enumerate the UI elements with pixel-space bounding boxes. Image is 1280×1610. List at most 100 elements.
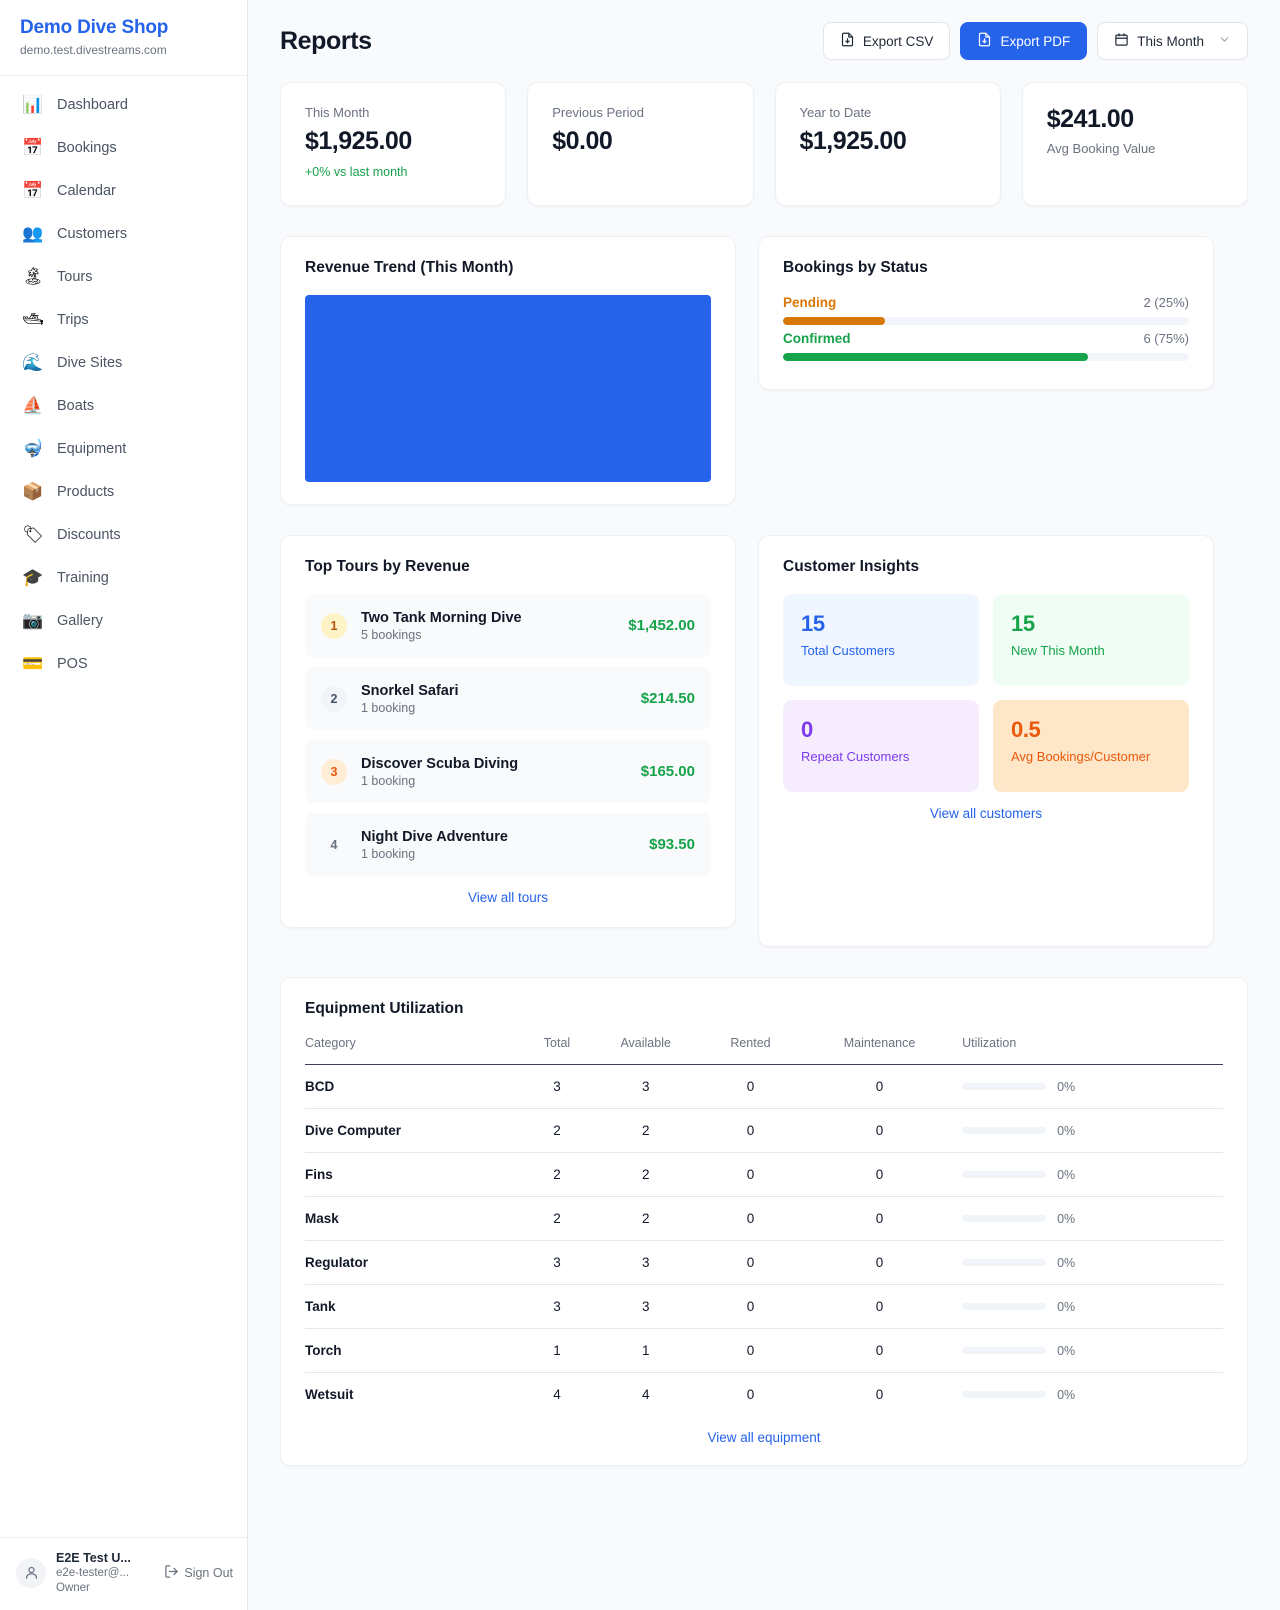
insight-value: 0.5 bbox=[1011, 717, 1041, 742]
insight-label: Repeat Customers bbox=[801, 749, 910, 764]
cell-maintenance: 0 bbox=[796, 1372, 963, 1416]
cell-category: Wetsuit bbox=[305, 1372, 527, 1416]
utilization-percent: 0% bbox=[1057, 1343, 1076, 1358]
insight-value: 15 bbox=[801, 611, 825, 636]
sidebar-item-customers[interactable]: 👥 Customers bbox=[0, 213, 247, 256]
brand-block: Demo Dive Shop demo.test.divestreams.com bbox=[0, 0, 247, 76]
table-row: Wetsuit 4 4 0 0 0% bbox=[305, 1372, 1223, 1416]
cell-available: 4 bbox=[587, 1372, 704, 1416]
package-icon: 📦 bbox=[22, 481, 44, 502]
sidebar-item-label: Equipment bbox=[57, 441, 127, 458]
sidebar-item-boats[interactable]: ⛵ Boats bbox=[0, 385, 247, 428]
island-icon: 🏝 bbox=[22, 266, 44, 287]
revenue-trend-title: Revenue Trend (This Month) bbox=[305, 259, 514, 276]
sidebar-item-gallery[interactable]: 📷 Gallery bbox=[0, 600, 247, 643]
insight-value: 15 bbox=[1011, 611, 1035, 636]
sidebar-item-dive-sites[interactable]: 🌊 Dive Sites bbox=[0, 342, 247, 385]
column-header: Available bbox=[620, 1036, 671, 1050]
insight-tile: 0 Repeat Customers bbox=[783, 700, 979, 792]
equipment-table: Category Total Available Rented Maintenance U… bbox=[305, 1036, 1223, 1416]
file-download-icon bbox=[840, 32, 855, 50]
utilization-track bbox=[962, 1259, 1047, 1266]
tour-row[interactable]: 2 Snorkel Safari 1 booking $214.50 bbox=[305, 667, 711, 730]
insight-label: Total Customers bbox=[801, 643, 895, 658]
sidebar-item-label: Calendar bbox=[57, 183, 116, 200]
cell-total: 1 bbox=[526, 1328, 588, 1373]
sidebar-item-equipment[interactable]: 🤿 Equipment bbox=[0, 428, 247, 471]
sign-out-button[interactable]: Sign Out bbox=[164, 1564, 233, 1582]
cell-utilization: 0% bbox=[962, 1108, 1223, 1153]
sidebar-item-dashboard[interactable]: 📊 Dashboard bbox=[0, 84, 247, 127]
customer-insights-title: Customer Insights bbox=[783, 558, 920, 575]
cell-maintenance: 0 bbox=[796, 1108, 963, 1153]
sidebar-item-pos[interactable]: 💳 POS bbox=[0, 643, 247, 686]
stat-value: $1,925.00 bbox=[305, 127, 412, 155]
tag-icon: 🏷 bbox=[22, 524, 44, 545]
sidebar-item-label: Products bbox=[57, 484, 115, 501]
stat-card: Year to Date $1,925.00 bbox=[774, 82, 1001, 206]
utilization-percent: 0% bbox=[1057, 1211, 1076, 1226]
sidebar-item-label: Boats bbox=[57, 398, 95, 415]
sidebar-item-calendar[interactable]: 📅 Calendar bbox=[0, 170, 247, 213]
sidebar-item-label: Discounts bbox=[57, 527, 121, 544]
cell-total: 2 bbox=[526, 1108, 588, 1153]
sign-out-label: Sign Out bbox=[184, 1565, 233, 1580]
cell-utilization: 0% bbox=[962, 1372, 1223, 1416]
cell-category: Torch bbox=[305, 1328, 527, 1373]
status-progress-track bbox=[783, 353, 1189, 361]
user-role: Owner bbox=[56, 1582, 90, 1595]
column-header: Maintenance bbox=[843, 1036, 916, 1050]
export-csv-button[interactable]: Export CSV bbox=[822, 22, 951, 60]
view-all-equipment-link[interactable]: View all equipment bbox=[707, 1430, 821, 1445]
sidebar-item-bookings[interactable]: 📅 Bookings bbox=[0, 127, 247, 170]
cell-category: Dive Computer bbox=[305, 1108, 527, 1153]
panels-row-2: Top Tours by Revenue 1 Two Tank Morning D… bbox=[280, 535, 1248, 947]
view-all-customers-link[interactable]: View all customers bbox=[929, 806, 1043, 821]
utilization-track bbox=[962, 1127, 1047, 1134]
cell-available: 2 bbox=[587, 1108, 704, 1153]
cell-category: Regulator bbox=[305, 1240, 527, 1285]
insight-value: 0 bbox=[801, 717, 813, 742]
export-pdf-button[interactable]: Export PDF bbox=[960, 22, 1088, 60]
tour-bookings: 1 booking bbox=[361, 846, 416, 861]
cell-available: 2 bbox=[587, 1152, 704, 1197]
sidebar-item-training[interactable]: 🎓 Training bbox=[0, 557, 247, 600]
page-title: Reports bbox=[280, 26, 372, 55]
cell-total: 3 bbox=[526, 1240, 588, 1285]
cell-available: 3 bbox=[587, 1064, 704, 1109]
tour-bookings: 1 booking bbox=[361, 773, 416, 788]
logout-icon bbox=[164, 1564, 179, 1582]
people-icon: 👥 bbox=[22, 223, 44, 244]
sidebar-item-label: Gallery bbox=[57, 613, 103, 630]
cell-utilization: 0% bbox=[962, 1196, 1223, 1241]
period-select[interactable]: This Month bbox=[1097, 22, 1248, 60]
tours-list: 1 Two Tank Morning Dive 5 bookings $1,452.0… bbox=[305, 594, 711, 876]
calendar-icon bbox=[1114, 32, 1129, 50]
sidebar-item-discounts[interactable]: 🏷 Discounts bbox=[0, 514, 247, 557]
sidebar-item-products[interactable]: 📦 Products bbox=[0, 471, 247, 514]
sidebar-item-tours[interactable]: 🏝 Tours bbox=[0, 256, 247, 299]
sidebar-item-trips[interactable]: 🛥 Trips bbox=[0, 299, 247, 342]
tour-row[interactable]: 4 Night Dive Adventure 1 booking $93.50 bbox=[305, 813, 711, 876]
export-csv-label: Export CSV bbox=[862, 33, 934, 49]
utilization-percent: 0% bbox=[1057, 1255, 1076, 1270]
calendar-icon: 📅 bbox=[22, 180, 44, 201]
utilization-percent: 0% bbox=[1057, 1123, 1076, 1138]
cell-maintenance: 0 bbox=[796, 1196, 963, 1241]
view-all-tours-link[interactable]: View all tours bbox=[467, 890, 549, 905]
tour-rank-badge: 4 bbox=[330, 837, 338, 852]
table-row: Mask 2 2 0 0 0% bbox=[305, 1196, 1223, 1241]
cell-available: 1 bbox=[587, 1328, 704, 1373]
revenue-trend-chart bbox=[305, 295, 711, 482]
user-profile[interactable]: E2E Test U... e2e-tester@... Owner Sign … bbox=[0, 1536, 247, 1610]
table-row: Fins 2 2 0 0 0% bbox=[305, 1152, 1223, 1197]
cell-total: 2 bbox=[526, 1196, 588, 1241]
stat-card: This Month $1,925.00 +0% vs last month bbox=[280, 82, 507, 206]
stat-card: Previous Period $0.00 bbox=[527, 82, 754, 206]
tour-row[interactable]: 1 Two Tank Morning Dive 5 bookings $1,452.0… bbox=[305, 594, 711, 657]
insight-label: Avg Bookings/Customer bbox=[1011, 749, 1151, 764]
revenue-trend-panel: Revenue Trend (This Month) bbox=[280, 236, 736, 505]
tour-row[interactable]: 3 Discover Scuba Diving 1 booking $165.00 bbox=[305, 740, 711, 803]
cell-utilization: 0% bbox=[962, 1328, 1223, 1373]
cell-rented: 0 bbox=[703, 1196, 797, 1241]
